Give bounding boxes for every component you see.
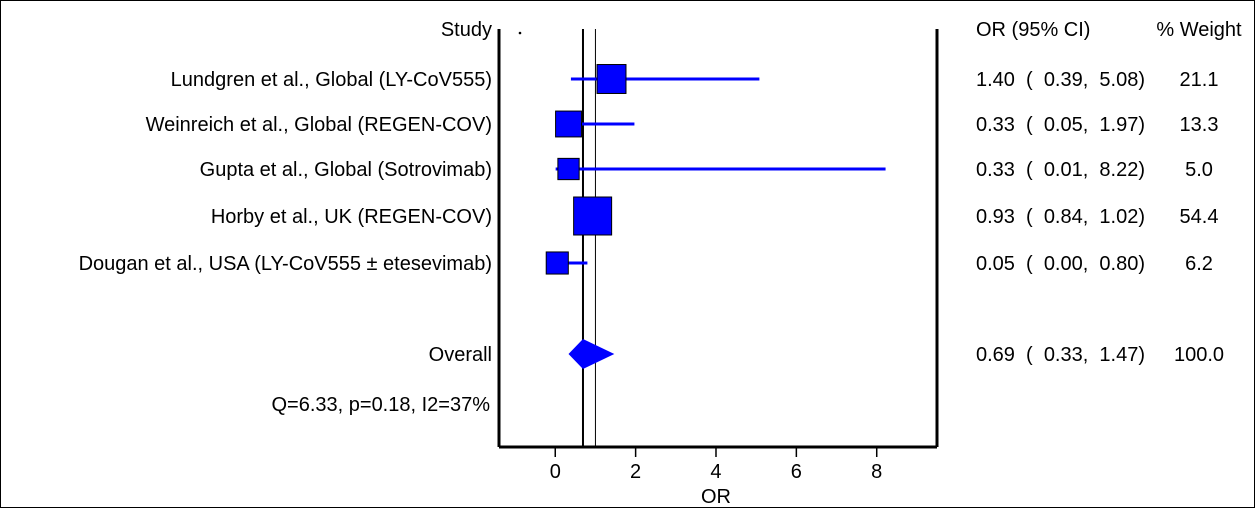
overall-label: Overall [429, 344, 492, 366]
x-axis-label: OR [701, 486, 731, 508]
study-marks [545, 64, 886, 369]
study-weight: 21.1 [1180, 69, 1219, 91]
overall-weight: 100.0 [1174, 344, 1224, 366]
study-label: Dougan et al., USA (LY-CoV555 ± etesevim… [79, 253, 492, 275]
study-label: Gupta et al., Global (Sotrovimab) [200, 159, 492, 181]
study-column-header: Study [441, 19, 492, 41]
study-ci-value: 1.40 ( 0.39, 5.08) [976, 69, 1145, 91]
study-weight: 6.2 [1185, 253, 1213, 275]
study-weight: 54.4 [1180, 206, 1219, 228]
point-estimate-square [545, 251, 569, 275]
study-weight: 5.0 [1185, 159, 1213, 181]
study-ci-value: 0.05 ( 0.00, 0.80) [976, 253, 1145, 275]
point-estimate-square [573, 196, 613, 236]
weight-column-header: % Weight [1156, 19, 1242, 41]
x-tick-label: 2 [630, 461, 641, 483]
study-weight: 13.3 [1180, 114, 1219, 136]
study-ci-value: 0.33 ( 0.01, 8.22) [976, 159, 1145, 181]
point-estimate-square [555, 110, 582, 138]
study-label: Weinreich et al., Global (REGEN-COV) [146, 114, 492, 136]
plot-axes [497, 29, 939, 457]
study-ci-value: 0.33 ( 0.05, 1.97) [976, 114, 1145, 136]
study-ci-value: 0.93 ( 0.84, 1.02) [976, 206, 1145, 228]
x-tick-label: 4 [710, 461, 721, 483]
point-estimate-square [596, 64, 627, 94]
plot-texts: 0 2 4 6 8 OR Study OR (95% CI) % Weight Lundgren … [79, 19, 1242, 508]
x-tick-label: 8 [871, 461, 882, 483]
reference-lines [581, 29, 596, 447]
study-label: Horby et al., UK (REGEN-COV) [211, 206, 492, 228]
point-estimate-square [557, 157, 580, 181]
x-tick-label: 0 [550, 461, 561, 483]
overall-ci-value: 0.69 ( 0.33, 1.47) [976, 344, 1145, 366]
x-tick-label: 6 [791, 461, 802, 483]
study-label: Lundgren et al., Global (LY-CoV555) [171, 69, 492, 91]
heterogeneity-stats: Q=6.33, p=0.18, I2=37% [271, 394, 490, 416]
stray-dot [518, 31, 522, 35]
overall-diamond [568, 339, 615, 369]
ci-column-header: OR (95% CI) [976, 19, 1090, 41]
